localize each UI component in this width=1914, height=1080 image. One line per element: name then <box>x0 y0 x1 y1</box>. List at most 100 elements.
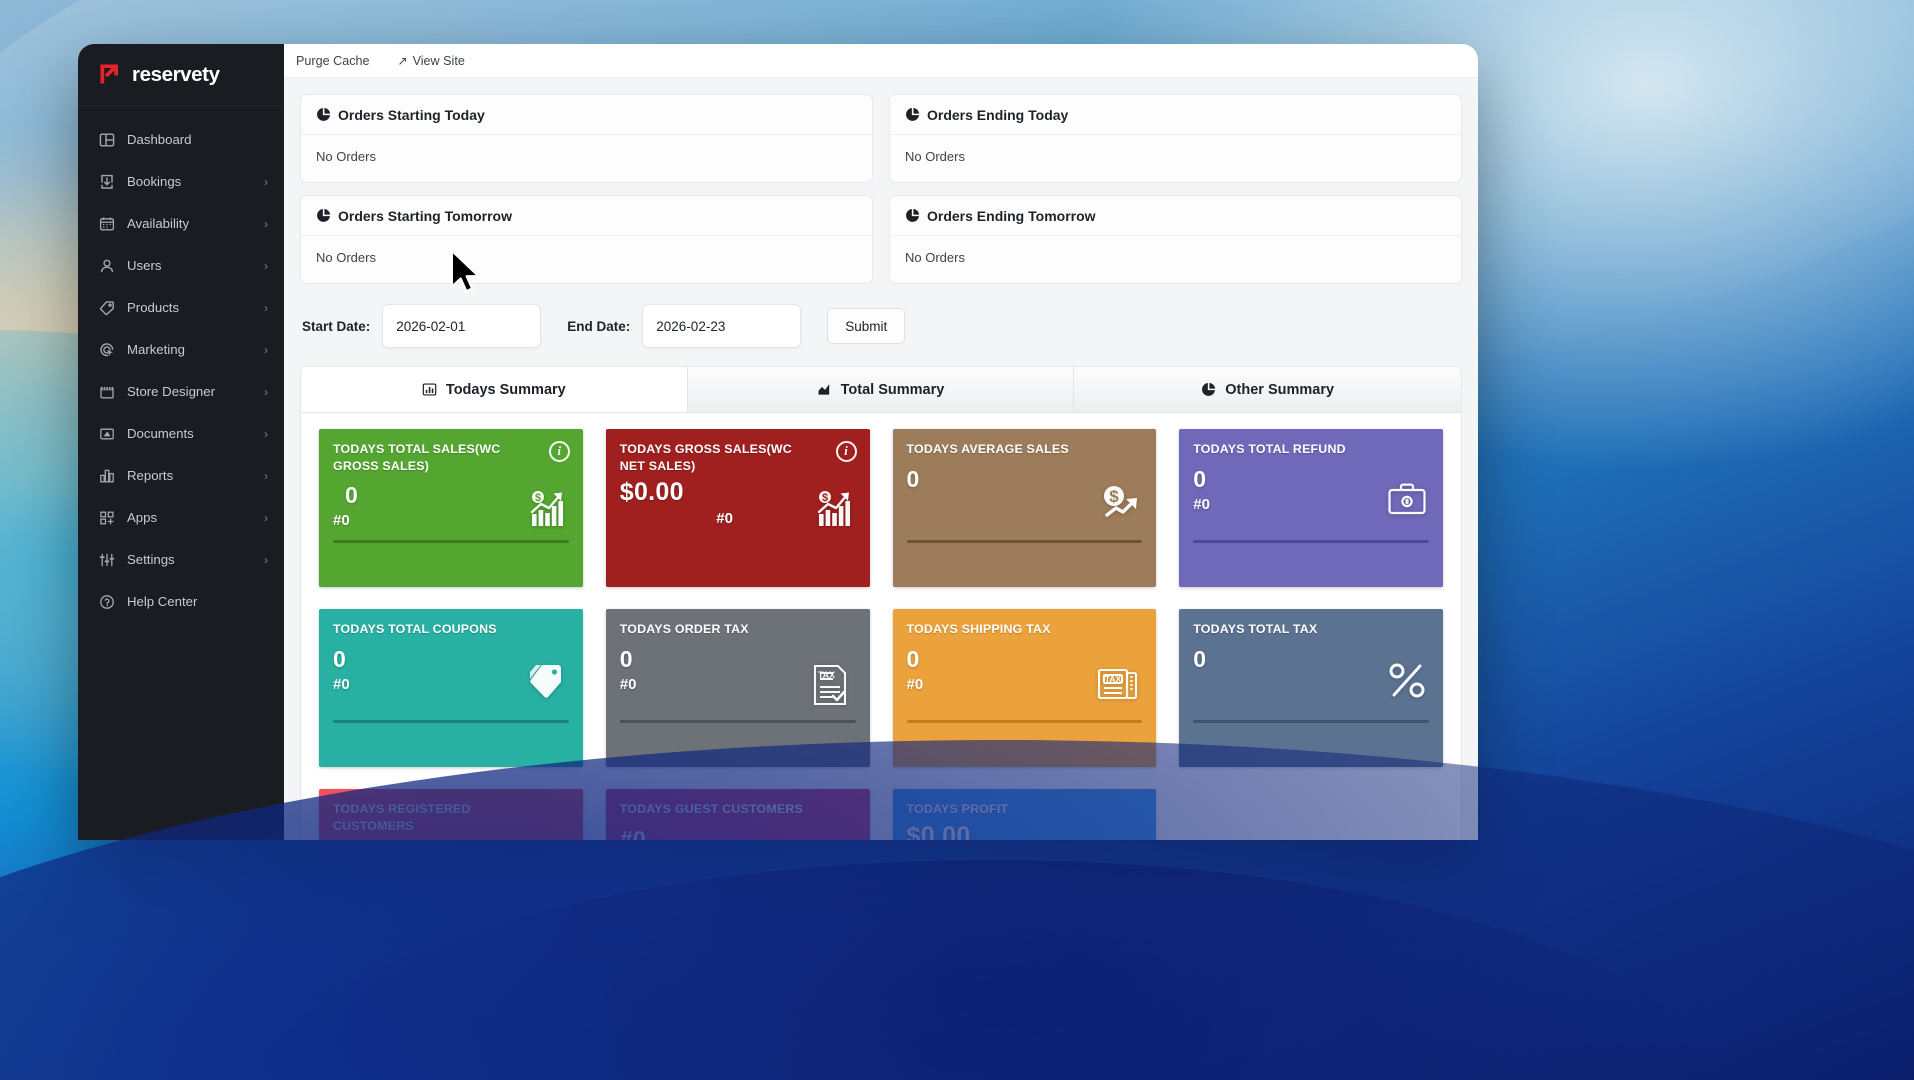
reservety-logo-icon <box>98 62 123 87</box>
stat-card-value: 0 <box>1193 645 1207 672</box>
stat-card-rule <box>333 540 569 543</box>
panel-header: Orders Starting Today <box>301 95 872 135</box>
stat-card-sub: #0 <box>619 675 637 693</box>
panel-orders-ending-today: Orders Ending Today No Orders <box>889 94 1462 183</box>
orders-panel-grid: Orders Starting Today No Orders Orders E… <box>300 94 1462 284</box>
pie-chart-icon <box>905 107 920 122</box>
sidebar-item-documents[interactable]: Documents › <box>78 416 284 452</box>
stat-card-title: TODAYS TOTAL COUPONS <box>333 622 497 636</box>
stat-card-title: TODAYS TOTAL REFUND <box>1193 442 1346 456</box>
panel-header: Orders Ending Tomorrow <box>890 196 1461 236</box>
stat-card-title: TODAYS REGISTERED CUSTOMERS <box>333 802 471 833</box>
sidebar-item-marketing[interactable]: Marketing › <box>78 332 284 368</box>
target-click-icon <box>98 341 115 358</box>
panel-orders-ending-tomorrow: Orders Ending Tomorrow No Orders <box>889 195 1462 284</box>
tab-todays-summary[interactable]: Todays Summary <box>301 367 688 412</box>
chevron-right-icon: › <box>264 552 268 567</box>
tab-total-summary[interactable]: Total Summary <box>687 367 1075 412</box>
view-site-link[interactable]: ↗ View Site <box>398 54 465 68</box>
sidebar-item-bookings[interactable]: Bookings › <box>78 164 284 200</box>
admin-topbar: Purge Cache ↗ View Site <box>284 44 1478 78</box>
bar-chart-icon <box>98 467 115 484</box>
sidebar-nav: Dashboard Bookings › <box>78 106 284 620</box>
sidebar-item-label: Apps <box>127 510 158 526</box>
submit-button[interactable]: Submit <box>827 308 906 344</box>
tax-newspaper-icon: TAX <box>1096 661 1140 705</box>
stat-card-todays-average-sales[interactable]: TODAYS AVERAGE SALES 0 $ <box>892 429 1157 587</box>
sidebar-item-users[interactable]: Users › <box>78 248 284 284</box>
chevron-right-icon: › <box>264 342 268 357</box>
documents-icon <box>98 425 115 442</box>
tab-other-summary[interactable]: Other Summary <box>1074 367 1461 412</box>
summary-panel: Todays Summary Total Summary <box>300 366 1462 840</box>
chevron-right-icon: › <box>264 258 268 273</box>
stat-card-rule <box>333 720 569 723</box>
panel-orders-starting-today: Orders Starting Today No Orders <box>300 94 873 183</box>
start-date-input[interactable] <box>382 304 542 348</box>
stat-card-todays-profit[interactable]: TODAYS PROFIT $0.00 <box>892 789 1157 840</box>
external-link-arrow-icon: ↗ <box>397 53 408 68</box>
end-date-input[interactable] <box>642 304 802 348</box>
brand-name: reservety <box>132 62 220 86</box>
main-content: Purge Cache ↗ View Site Orders Sta <box>284 44 1478 840</box>
panel-body: No Orders <box>316 149 376 164</box>
help-circle-icon <box>98 593 115 610</box>
stat-card-sub: #0 <box>1193 495 1210 513</box>
stat-card-todays-gross-sales[interactable]: TODAYS GROSS SALES(WC NET SALES) $0.00 #… <box>605 429 870 587</box>
svg-text:TAX: TAX <box>1105 674 1122 684</box>
stat-card-todays-total-sales[interactable]: TODAYS TOTAL SALES(WC GROSS SALES) 0 #0 … <box>319 429 583 587</box>
apps-grid-icon <box>98 509 115 526</box>
panel-title: Orders Ending Tomorrow <box>927 207 1096 224</box>
panel-body: No Orders <box>316 250 376 265</box>
chevron-right-icon: › <box>264 300 268 315</box>
stat-card-todays-guest-customers[interactable]: TODAYS GUEST CUSTOMERS #0 <box>605 789 870 840</box>
scroll-area[interactable]: Orders Starting Today No Orders Orders E… <box>284 78 1478 840</box>
panel-title: Orders Starting Today <box>338 106 485 123</box>
stat-card-value: 0 <box>1193 465 1207 492</box>
svg-text:TAX: TAX <box>817 670 834 680</box>
chevron-right-icon: › <box>264 510 268 525</box>
application-window: reservety Dashboard <box>78 44 1478 840</box>
stat-card-todays-order-tax[interactable]: TODAYS ORDER TAX 0 #0 <box>605 609 870 767</box>
sidebar-item-store-designer[interactable]: Store Designer › <box>78 374 284 410</box>
coins-stack-icon <box>1098 837 1142 840</box>
stat-card-value: 0 <box>619 645 633 672</box>
sidebar-item-reports[interactable]: Reports › <box>78 458 284 494</box>
purge-cache-link[interactable]: Purge Cache <box>296 54 370 68</box>
bar-chart-icon <box>422 382 437 397</box>
stat-card-title: TODAYS PROFIT <box>906 802 1009 816</box>
stat-card-todays-total-tax[interactable]: TODAYS TOTAL TAX 0 <box>1179 609 1443 767</box>
coupon-tag-icon <box>525 659 569 703</box>
end-date-label: End Date: <box>567 318 631 334</box>
stat-card-todays-total-coupons[interactable]: TODAYS TOTAL COUPONS 0 #0 <box>319 609 583 767</box>
sidebar-item-dashboard[interactable]: Dashboard <box>78 122 284 158</box>
stat-card-rule <box>906 540 1143 543</box>
brand-logo[interactable]: reservety <box>78 44 284 106</box>
sidebar-item-help-center[interactable]: Help Center <box>78 584 284 620</box>
guest-customers-icon <box>812 835 856 840</box>
stat-card-sub: #0 <box>333 512 350 530</box>
panel-orders-starting-tomorrow: Orders Starting Tomorrow No Orders <box>300 195 873 284</box>
stat-card-todays-registered-customers[interactable]: TODAYS REGISTERED CUSTOMERS #0 <box>319 789 583 840</box>
sidebar-item-label: Dashboard <box>127 132 192 148</box>
sidebar-item-apps[interactable]: Apps › <box>78 500 284 536</box>
stat-card-todays-shipping-tax[interactable]: TODAYS SHIPPING TAX 0 #0 <box>892 609 1157 767</box>
refund-briefcase-icon <box>1385 477 1429 521</box>
svg-text:$: $ <box>821 492 827 504</box>
tab-label: Todays Summary <box>445 381 566 398</box>
sidebar-item-label: Documents <box>127 426 194 442</box>
info-icon[interactable]: i <box>548 441 570 462</box>
sidebar-item-products[interactable]: Products › <box>78 290 284 326</box>
info-icon[interactable]: i <box>835 441 857 462</box>
percent-icon <box>1385 659 1429 703</box>
sidebar-item-availability[interactable]: Availability › <box>78 206 284 242</box>
sidebar-item-label: Reports <box>127 468 174 484</box>
stat-card-rule <box>906 720 1143 723</box>
stat-card-todays-total-refund[interactable]: TODAYS TOTAL REFUND 0 #0 <box>1179 429 1443 587</box>
sidebar-item-settings[interactable]: Settings › <box>78 542 284 578</box>
stat-card-value: 0 <box>906 645 920 672</box>
sales-growth-chart-icon: $ <box>812 487 856 531</box>
stat-card-value: 0 <box>345 482 359 509</box>
storefront-icon <box>98 383 115 400</box>
